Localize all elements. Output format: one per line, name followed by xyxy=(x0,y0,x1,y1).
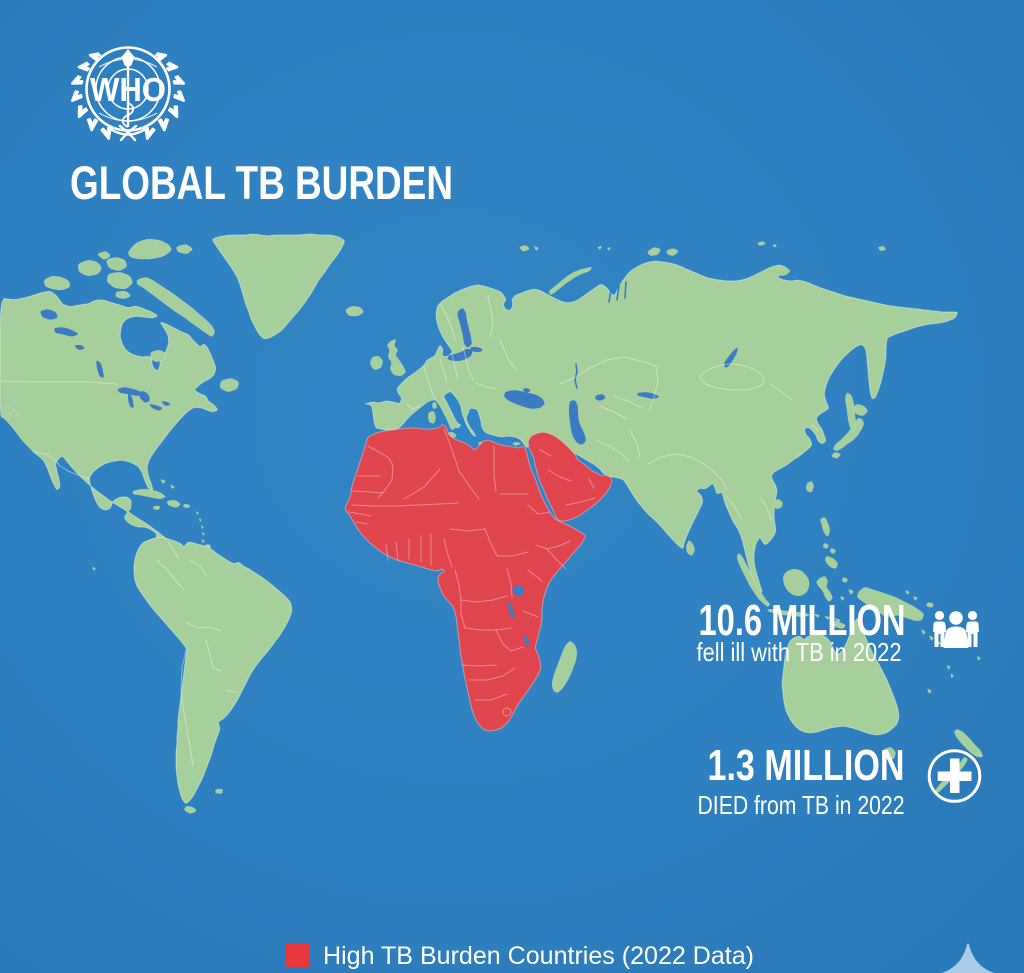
svg-text:10.6 MILLION: 10.6 MILLION xyxy=(699,596,906,645)
svg-text:GLOBAL TB BURDEN: GLOBAL TB BURDEN xyxy=(70,156,453,209)
svg-text:High TB Burden Countries (2022: High TB Burden Countries (2022 Data) xyxy=(323,942,754,970)
svg-text:DIED from TB in 2022: DIED from TB in 2022 xyxy=(698,790,905,820)
svg-text:1.3 MILLION: 1.3 MILLION xyxy=(708,741,905,790)
svg-text:fell ill with TB in 2022: fell ill with TB in 2022 xyxy=(697,637,902,667)
svg-text:WHO: WHO xyxy=(90,71,166,108)
